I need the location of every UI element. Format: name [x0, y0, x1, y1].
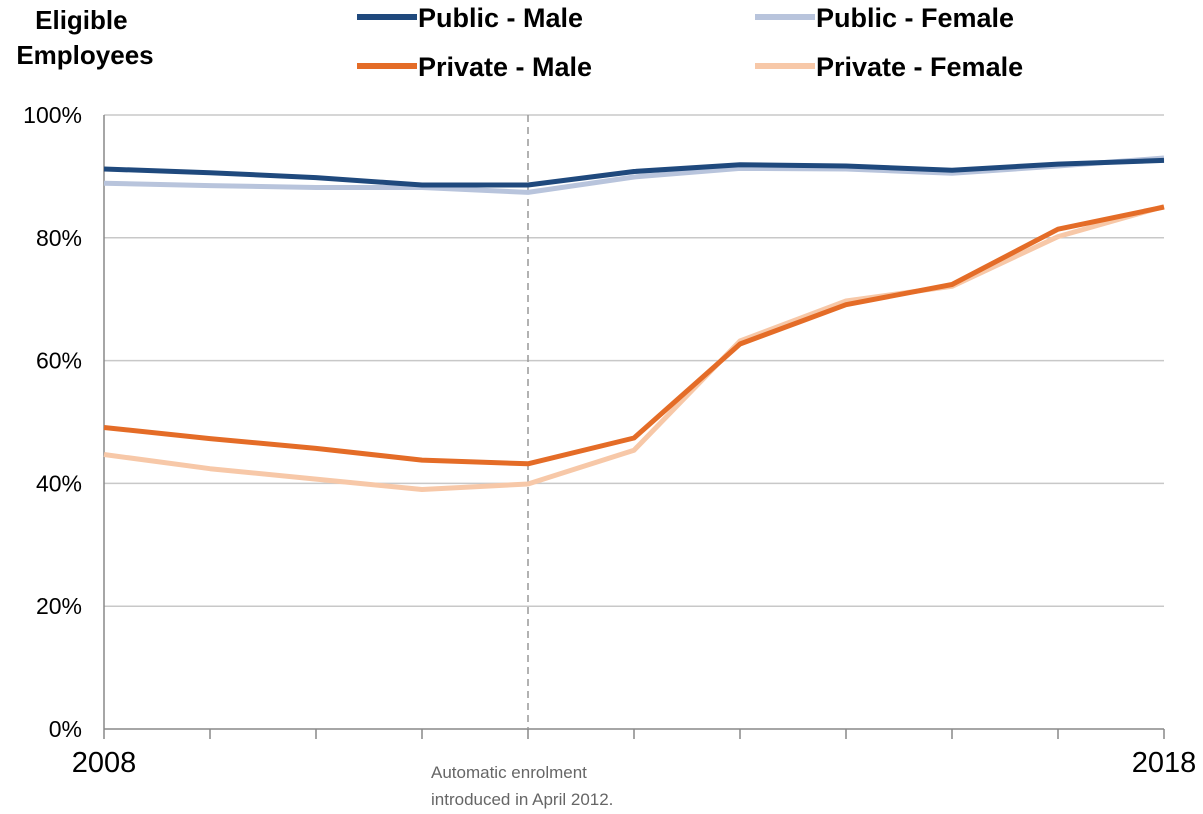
x-tick-label: 2008	[72, 747, 137, 779]
legend-label: Public - Male	[418, 3, 583, 33]
y-tick-label: 100%	[23, 102, 82, 128]
x-axis: 2008 2018	[72, 115, 1197, 779]
y-tick-label: 0%	[49, 716, 82, 742]
y-axis-title: Eligible Employees	[16, 5, 153, 70]
gridlines	[104, 114, 1164, 607]
annotation-text: Automatic enrolment introduced in April …	[431, 763, 613, 809]
series-line-public-female	[103, 155, 1165, 195]
y-axis-title-line-1: Eligible	[35, 5, 127, 35]
y-tick-label: 60%	[36, 348, 82, 374]
series-line-public-male	[103, 157, 1165, 188]
annotation: Automatic enrolment introduced in April …	[431, 115, 613, 809]
y-tick-label: 20%	[36, 593, 82, 619]
annotation-text-line-1: Automatic enrolment	[431, 763, 587, 782]
legend-label: Private - Female	[816, 52, 1023, 82]
legend-label: Public - Female	[816, 3, 1014, 33]
legend: Public - Male Public - Female Private - Ma…	[357, 3, 1023, 82]
legend-label: Private - Male	[418, 52, 592, 82]
y-tick-label: 80%	[36, 225, 82, 251]
y-tick-label: 40%	[36, 470, 82, 496]
annotation-text-line-2: introduced in April 2012.	[431, 790, 613, 809]
y-axis-title-line-2: Employees	[16, 40, 153, 70]
series-line-private-male	[103, 204, 1165, 467]
series-lines	[103, 155, 1165, 492]
y-axis-ticks: 0% 20% 40% 60% 80% 100%	[23, 102, 82, 742]
series-line-private-female	[103, 204, 1165, 492]
x-tick-label: 2018	[1132, 747, 1197, 779]
